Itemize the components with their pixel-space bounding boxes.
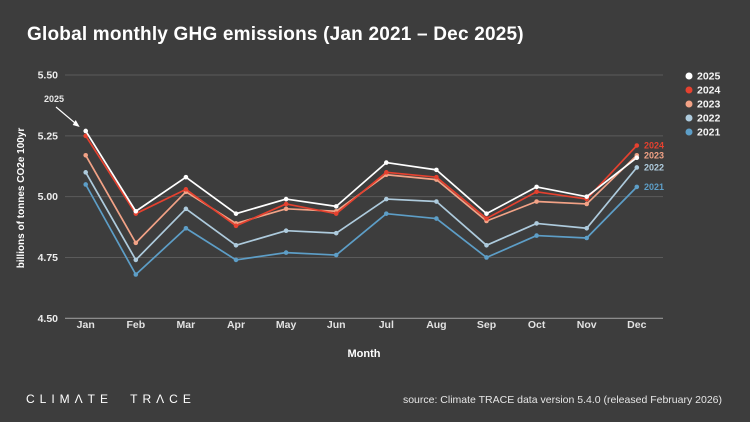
series-line-2023 bbox=[84, 154, 638, 244]
legend-label-2022: 2022 bbox=[697, 113, 721, 125]
data-point-2025-Oct bbox=[534, 184, 539, 190]
emissions-chart-svg: 5.50 5.25 5.00 4.75 4.50 Jan Feb Mar Apr May Jun Ju… bbox=[16, 70, 721, 361]
series-end-label-2021: 2021 bbox=[644, 182, 664, 192]
data-point-2024-Apr bbox=[233, 223, 239, 229]
legend-label-2025: 2025 bbox=[697, 71, 721, 83]
series-line-2024 bbox=[84, 135, 638, 227]
data-point-2024-Sep bbox=[484, 216, 489, 221]
data-point-2022-Apr bbox=[233, 243, 239, 248]
data-point-2022-Feb bbox=[133, 257, 139, 263]
data-point-2023-Oct bbox=[534, 199, 539, 204]
data-point-2025-Aug bbox=[434, 167, 439, 173]
x-tick-label: Jan bbox=[77, 319, 95, 331]
footer: CLIMΛTE TRΛCE source: Climate TRACE data… bbox=[0, 376, 750, 422]
y-tick-label: 5.50 bbox=[38, 70, 59, 82]
x-tick-label: Oct bbox=[528, 319, 546, 331]
data-point-2024-Jun bbox=[333, 211, 339, 216]
x-tick-label: Feb bbox=[126, 319, 145, 331]
data-point-2021-Mar bbox=[183, 225, 189, 231]
legend-swatch-2023 bbox=[685, 100, 693, 108]
data-point-2022-Oct bbox=[534, 221, 539, 226]
x-axis-title: Month bbox=[348, 348, 381, 360]
annotation-arrow bbox=[55, 106, 78, 125]
x-tick-label: Mar bbox=[177, 319, 196, 331]
data-point-2025-Nov bbox=[584, 194, 589, 199]
legend-label-2021: 2021 bbox=[697, 127, 721, 139]
x-tick-label: Sep bbox=[477, 319, 496, 331]
data-point-2021-Jan bbox=[83, 182, 88, 187]
data-point-2021-Aug bbox=[434, 216, 439, 221]
data-point-2022-Jul bbox=[384, 196, 389, 202]
series-line-2025 bbox=[84, 130, 638, 215]
data-point-2022-Jan bbox=[83, 170, 88, 175]
data-point-2022-Sep bbox=[484, 243, 489, 248]
data-point-2025-Dec bbox=[634, 155, 640, 161]
data-point-2021-Dec bbox=[634, 184, 640, 190]
data-point-2021-Jun bbox=[333, 252, 339, 258]
climate-trace-logo: CLIMΛTE TRΛCE bbox=[26, 392, 196, 406]
data-point-2021-Jul bbox=[384, 211, 389, 216]
legend-swatch-2024 bbox=[685, 86, 693, 94]
legend-label-2023: 2023 bbox=[697, 99, 721, 111]
data-point-2021-May bbox=[283, 250, 289, 255]
data-point-2025-Apr bbox=[233, 211, 239, 216]
source-text: source: Climate TRACE data version 5.4.0… bbox=[402, 394, 722, 406]
legend-label-2024: 2024 bbox=[697, 85, 721, 97]
data-point-2022-Nov bbox=[584, 225, 589, 231]
x-tick-label: Dec bbox=[627, 319, 646, 331]
x-tick-label: Jun bbox=[327, 319, 346, 331]
x-tick-label: Apr bbox=[227, 319, 245, 331]
data-point-2022-May bbox=[283, 228, 289, 234]
series-end-label-2023: 2023 bbox=[644, 150, 664, 160]
data-point-2025-Sep bbox=[484, 211, 489, 216]
legend-swatch-2022 bbox=[685, 114, 693, 122]
x-tick-label: May bbox=[276, 319, 297, 331]
data-point-2024-Oct bbox=[534, 189, 539, 195]
y-axis-title: billions of tonnes CO2e 100yr bbox=[16, 128, 27, 269]
data-point-2023-Nov bbox=[584, 201, 589, 207]
annotation-2025-label: 2025 bbox=[44, 94, 64, 104]
data-point-2024-Aug bbox=[434, 174, 439, 180]
data-point-2023-Feb bbox=[133, 240, 139, 246]
series-line-2021 bbox=[84, 184, 638, 276]
x-tick-label: Jul bbox=[379, 319, 394, 331]
data-point-2025-Jul bbox=[384, 160, 389, 165]
y-tick-label: 4.50 bbox=[38, 313, 59, 325]
data-point-2025-Jun bbox=[333, 204, 339, 209]
annotation-arrowhead bbox=[72, 119, 80, 127]
series-end-label-2022: 2022 bbox=[644, 162, 664, 172]
data-point-2024-Mar bbox=[183, 187, 189, 192]
data-point-2021-Oct bbox=[534, 233, 539, 238]
data-point-2024-Jan bbox=[83, 133, 88, 139]
data-point-2025-May bbox=[283, 196, 289, 202]
y-tick-label: 4.75 bbox=[38, 252, 59, 264]
data-point-2024-Dec bbox=[634, 143, 640, 148]
page-title: Global monthly GHG emissions (Jan 2021 –… bbox=[27, 24, 524, 45]
x-tick-label: Nov bbox=[577, 319, 597, 331]
data-point-2021-Sep bbox=[484, 255, 489, 260]
data-point-2024-Jul bbox=[384, 170, 389, 175]
legend-swatch-2025 bbox=[685, 72, 693, 80]
data-point-2021-Nov bbox=[584, 235, 589, 241]
data-point-2024-May bbox=[283, 201, 289, 207]
data-point-2022-Dec bbox=[634, 165, 640, 170]
data-point-2025-Mar bbox=[183, 174, 189, 180]
y-tick-label: 5.25 bbox=[38, 130, 59, 142]
data-point-2023-Jan bbox=[83, 152, 88, 158]
data-point-2025-Jan bbox=[83, 128, 88, 134]
data-point-2021-Feb bbox=[133, 272, 139, 277]
y-tick-label: 5.00 bbox=[38, 191, 59, 203]
legend-swatch-2021 bbox=[685, 128, 693, 136]
series-line-2022 bbox=[84, 166, 638, 261]
series-end-label-2024: 2024 bbox=[644, 141, 664, 151]
data-point-2023-May bbox=[283, 206, 289, 212]
data-point-2022-Mar bbox=[183, 206, 189, 212]
data-point-2025-Feb bbox=[133, 208, 139, 214]
data-point-2022-Jun bbox=[333, 230, 339, 236]
data-point-2021-Apr bbox=[233, 257, 239, 263]
data-point-2022-Aug bbox=[434, 199, 439, 204]
emissions-chart: 5.50 5.25 5.00 4.75 4.50 Jan Feb Mar Apr May Jun Ju… bbox=[0, 60, 750, 370]
x-tick-label: Aug bbox=[426, 319, 446, 331]
